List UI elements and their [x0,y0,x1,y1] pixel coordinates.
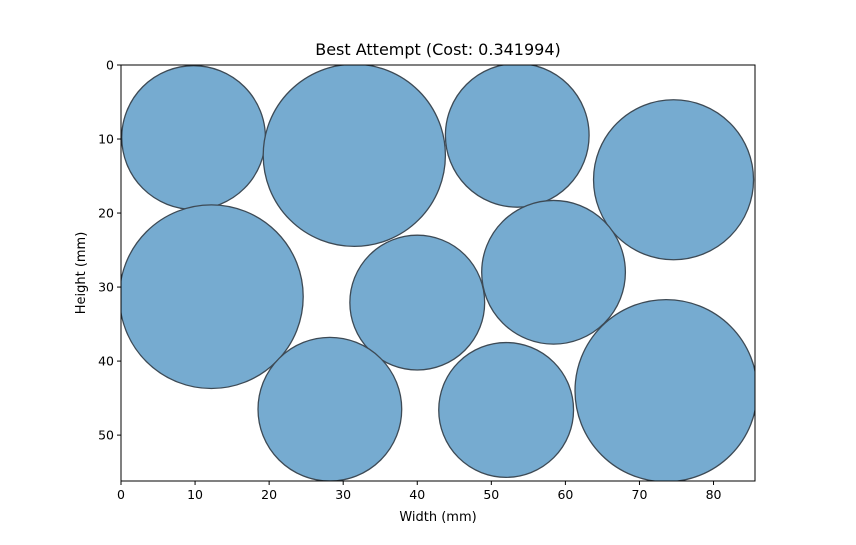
circle-mark-7 [481,199,627,345]
circle-mark-5 [121,204,304,390]
y-tick-label: 20 [98,206,114,221]
y-tick-label: 30 [98,280,114,295]
circle-mark-10 [574,298,755,481]
y-tick-label: 50 [98,428,114,443]
x-tick-label: 50 [483,487,499,502]
x-tick-label: 10 [187,487,203,502]
circle-mark-1 [121,65,267,211]
circle-mark-6 [349,234,486,371]
x-tick-label: 20 [261,487,277,502]
chart-title: Best Attempt (Cost: 0.341994) [315,40,561,59]
y-tick-label: 40 [98,354,114,369]
circle-mark-8 [257,336,403,481]
x-tick-label: 70 [632,487,648,502]
x-tick-label: 60 [557,487,573,502]
circles-layer [121,65,755,481]
circle-mark-9 [438,341,575,478]
y-axis: 0 10 20 30 40 50 [98,58,121,443]
x-tick-label: 40 [409,487,425,502]
x-tick-label: 30 [335,487,351,502]
x-axis-label: Width (mm) [399,510,476,525]
y-tick-label: 0 [106,58,114,73]
x-tick-label: 0 [117,487,125,502]
circle-mark-2 [262,65,447,248]
circle-mark-3 [444,65,590,208]
y-tick-label: 10 [98,132,114,147]
plot-frame [120,64,756,482]
circle-mark-4 [592,99,755,261]
y-axis-label: Height (mm) [74,232,89,315]
x-axis: 0 10 20 30 40 50 60 70 80 [117,481,722,502]
x-tick-label: 80 [706,487,722,502]
